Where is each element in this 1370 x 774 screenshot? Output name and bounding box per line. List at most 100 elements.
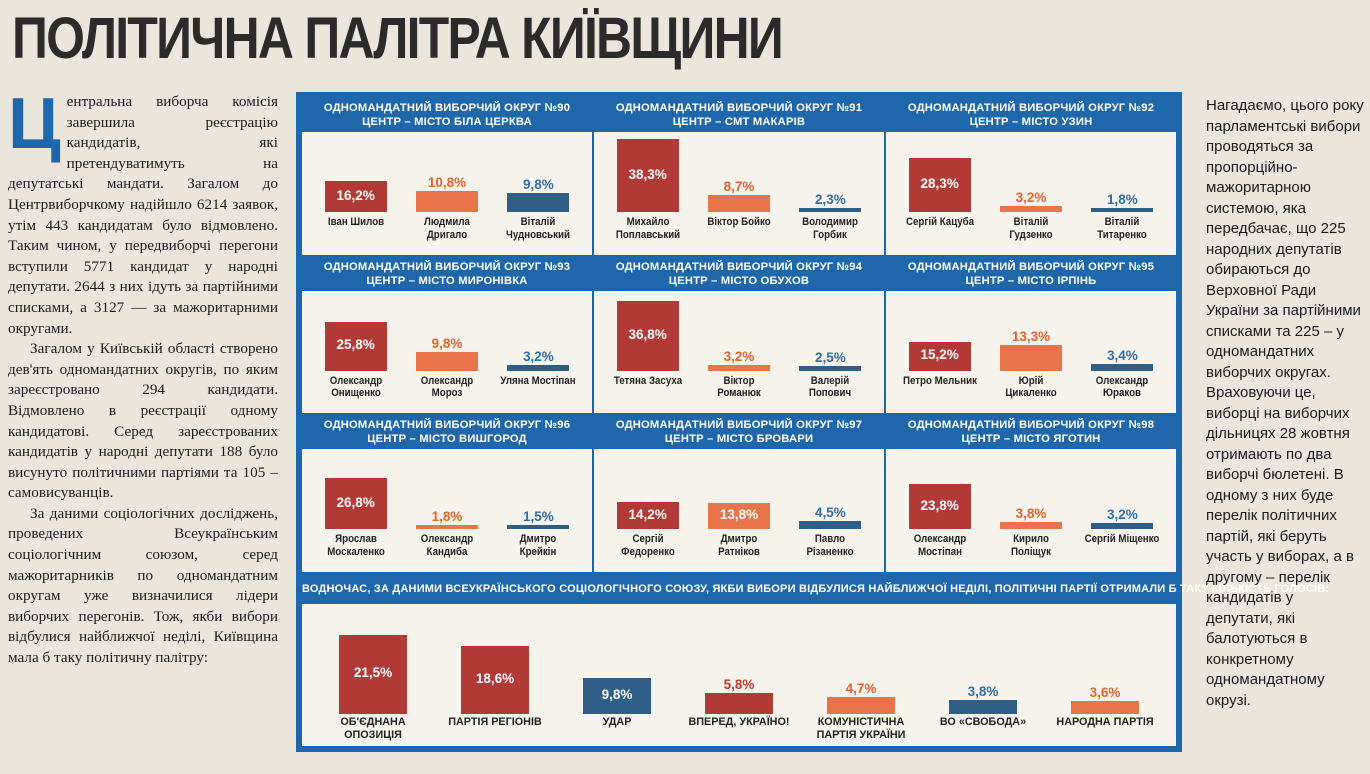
candidate-bar: 14,2% — [616, 502, 679, 530]
district-header: ОДНОМАНДАТНИЙ ВИБОРЧИЙ ОКРУГ №96 ЦЕНТР – … — [302, 415, 592, 450]
district-center: ЦЕНТР – МІСТО ОБУХОВ — [668, 274, 810, 287]
candidate-bar: 3,2% — [1091, 507, 1154, 530]
party-value-label: 9,8% — [601, 686, 633, 702]
party-name: УДАР — [602, 716, 632, 728]
district-panel: ОДНОМАНДАТНИЙ ВИБОРЧИЙ ОКРУГ №98 ЦЕНТР – … — [886, 415, 1176, 572]
district-title: ОДНОМАНДАТНИЙ ВИБОРЧИЙ ОКРУГ №90 — [323, 102, 571, 114]
district-header: ОДНОМАНДАТНИЙ ВИБОРЧИЙ ОКРУГ №90 ЦЕНТР – … — [302, 98, 592, 132]
district-panel: ОДНОМАНДАТНИЙ ВИБОРЧИЙ ОКРУГ №92 ЦЕНТР – … — [886, 98, 1176, 255]
candidate-value-label: 1,8% — [1106, 192, 1138, 207]
district-title: ОДНОМАНДАТНИЙ ВИБОРЧИЙ ОКРУГ №95 — [907, 260, 1155, 273]
district-plot: 28,3% 3,2% 1,8% — [894, 132, 1168, 212]
candidate-name: Дмитро Крейкін — [519, 533, 557, 558]
candidate-bar: 3,8% — [1000, 506, 1062, 530]
candidate-name: Тетяна Засуха — [613, 374, 682, 387]
candidate-name: Дмитро Ратніков — [718, 533, 760, 558]
candidate-value-label: 1,5% — [522, 509, 554, 525]
candidate-bar: 3,4% — [1091, 348, 1154, 371]
candidate-bar: 2,5% — [799, 350, 862, 371]
candidate-value-label: 26,8% — [336, 494, 375, 510]
candidate-name: Іван Шилов — [327, 216, 384, 228]
district-center: ЦЕНТР – МІСТО БІЛА ЦЕРКВА — [362, 116, 532, 128]
district-plot: 26,8% 1,8% 1,5% — [310, 449, 584, 530]
district-header: ОДНОМАНДАТНИЙ ВИБОРЧИЙ ОКРУГ №93 ЦЕНТР – … — [302, 256, 592, 291]
district-title: ОДНОМАНДАТНИЙ ВИБОРЧИЙ ОКРУГ №93 — [323, 260, 571, 273]
candidate-value-label: 3,4% — [1106, 348, 1138, 364]
party-bar: 18,6% — [461, 645, 529, 714]
district-center: ЦЕНТР – МІСТО МИРОНІВКА — [366, 274, 528, 287]
district-plot: 36,8% 3,2% 2,5% — [602, 291, 876, 371]
candidate-name: Сергій Кацуба — [905, 216, 974, 228]
party-value-label: 18,6% — [475, 670, 515, 686]
candidate-value-label: 16,2% — [336, 187, 375, 203]
candidate-value-label: 28,3% — [920, 176, 959, 192]
district-plot: 23,8% 3,8% 3,2% — [894, 449, 1168, 530]
candidate-name: Михайло Поплавський — [615, 216, 680, 241]
district-header: ОДНОМАНДАТНИЙ ВИБОРЧИЙ ОКРУГ №91 ЦЕНТР – … — [594, 98, 884, 132]
party-chart: 21,5% 18,6% 9,8% 5,8% 4,7% 3,8% 3,6% ОБ'ЄДНАНА… — [302, 604, 1176, 746]
candidate-value-label: 1,8% — [431, 509, 463, 525]
candidate-name: Павло Різаненко — [806, 533, 854, 558]
district-header: ОДНОМАНДАТНИЙ ВИБОРЧИЙ ОКРУГ №98 ЦЕНТР – … — [886, 415, 1176, 450]
district-center: ЦЕНТР – МІСТО БРОВАРИ — [664, 433, 814, 446]
candidate-name: Олександр Юраков — [1096, 374, 1149, 400]
candidate-value-label: 10,8% — [427, 175, 467, 191]
district-plot: 25,8% 9,8% 3,2% — [310, 291, 584, 371]
district-panel: ОДНОМАНДАТНИЙ ВИБОРЧИЙ ОКРУГ №97 ЦЕНТР – … — [594, 415, 884, 572]
article-paragraph-3: За даними соціологічних досліджень, пров… — [8, 504, 278, 667]
candidate-value-label: 14,2% — [628, 506, 667, 522]
candidate-name: Олександр Мостіпан — [913, 533, 966, 558]
party-value-label: 3,8% — [967, 684, 999, 700]
candidate-value-label: 2,3% — [814, 191, 846, 207]
district-header: ОДНОМАНДАТНИЙ ВИБОРЧИЙ ОКРУГ №94 ЦЕНТР – … — [594, 256, 884, 291]
candidate-bar: 1,8% — [1091, 192, 1154, 212]
district-panel: ОДНОМАНДАТНИЙ ВИБОРЧИЙ ОКРУГ №91 ЦЕНТР – … — [594, 98, 884, 255]
candidate-name: Уляна Мостіпан — [500, 374, 576, 387]
candidate-name: Валерій Попович — [809, 374, 852, 400]
candidate-bar: 28,3% — [908, 158, 971, 212]
candidate-name: Олександр Онищенко — [329, 374, 382, 400]
district-title: ОДНОМАНДАТНИЙ ВИБОРЧИЙ ОКРУГ №98 — [907, 419, 1155, 432]
candidate-bar: 16,2% — [324, 181, 387, 212]
party-name: ПАРТІЯ РЕГІОНІВ — [448, 716, 542, 728]
party-bar: 9,8% — [583, 677, 651, 714]
candidate-bar: 2,3% — [799, 192, 862, 212]
candidate-value-label: 3,2% — [1015, 189, 1047, 205]
district-center: ЦЕНТР – МІСТО УЗИН — [969, 116, 1093, 128]
candidate-value-label: 9,8% — [431, 336, 463, 352]
candidate-value-label: 13,8% — [719, 507, 759, 523]
article-paragraph-1: ентральна виборча комісія завершила реєс… — [8, 93, 278, 337]
candidate-value-label: 36,8% — [628, 326, 667, 342]
candidate-value-label: 13,3% — [1011, 329, 1051, 345]
district-center: ЦЕНТР – МІСТО ІРПІНЬ — [965, 274, 1097, 287]
party-value-label: 21,5% — [353, 665, 393, 681]
candidate-value-label: 38,3% — [628, 166, 667, 182]
candidate-bar: 38,3% — [616, 139, 679, 212]
party-bar: 5,8% — [705, 677, 773, 714]
candidate-name: Олександр Мороз — [420, 374, 474, 400]
district-grid: ОДНОМАНДАТНИЙ ВИБОРЧИЙ ОКРУГ №90 ЦЕНТР – … — [302, 98, 1176, 572]
candidate-bar: 9,8% — [507, 177, 570, 212]
party-plot: 21,5% 18,6% 9,8% 5,8% 4,7% 3,8% 3,6% — [312, 610, 1166, 714]
district-plot: 16,2% 10,8% 9,8% — [310, 132, 584, 212]
candidate-name: Володимир Горбик — [802, 216, 859, 241]
candidate-name: Петро Мельник — [902, 374, 977, 387]
district-title: ОДНОМАНДАТНИЙ ВИБОРЧИЙ ОКРУГ №97 — [615, 419, 863, 432]
candidate-value-label: 25,8% — [336, 337, 375, 353]
district-panel: ОДНОМАНДАТНИЙ ВИБОРЧИЙ ОКРУГ №95 ЦЕНТР – … — [886, 256, 1176, 414]
sidebar-note: Нагадаємо, цього року парламентські вибо… — [1206, 97, 1364, 709]
candidate-bar: 10,8% — [416, 175, 478, 212]
district-header: ОДНОМАНДАТНИЙ ВИБОРЧИЙ ОКРУГ №95 ЦЕНТР – … — [886, 256, 1176, 291]
candidate-bar: 1,5% — [507, 509, 570, 530]
party-bar: 3,6% — [1071, 685, 1139, 714]
district-center: ЦЕНТР – СМТ МАКАРІВ — [672, 116, 806, 128]
candidate-name: Юрій Цикаленко — [1005, 374, 1057, 400]
candidate-name: Ярослав Москаленко — [326, 533, 385, 558]
district-center: ЦЕНТР – МІСТО ВИШГОРОД — [367, 433, 527, 446]
candidate-value-label: 15,2% — [920, 347, 959, 363]
party-name: ВПЕРЕД, УКРАЇНО! — [688, 716, 790, 728]
candidate-bar: 9,8% — [416, 336, 478, 371]
district-panel: ОДНОМАНДАТНИЙ ВИБОРЧИЙ ОКРУГ №93 ЦЕНТР – … — [302, 256, 592, 414]
party-bar: 4,7% — [827, 681, 895, 714]
candidate-bar: 4,5% — [799, 505, 862, 530]
